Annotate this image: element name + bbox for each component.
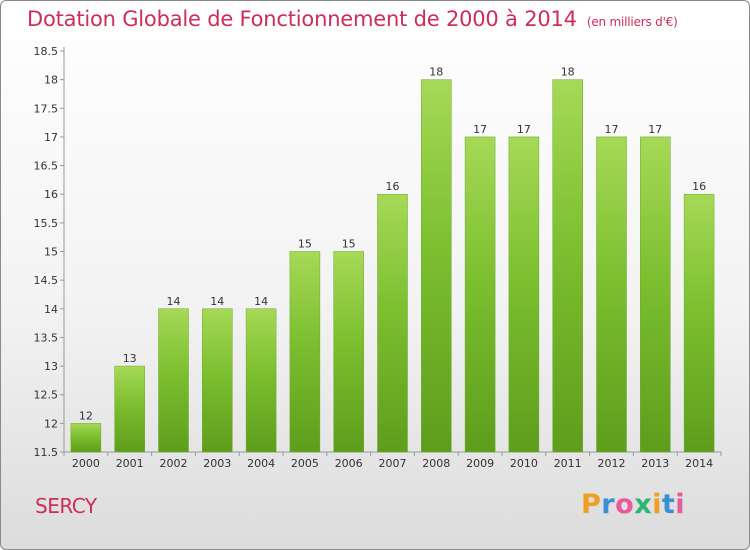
value-label-2004: 14 xyxy=(254,295,268,308)
logo-letter: P xyxy=(581,489,602,520)
logo-letter: i xyxy=(675,489,686,520)
y-tick-label: 14.5 xyxy=(34,274,59,287)
y-tick-label: 13 xyxy=(44,360,58,373)
value-label-2012: 17 xyxy=(605,123,619,136)
x-tick-label-2010: 2010 xyxy=(510,457,538,470)
x-tick-label-2004: 2004 xyxy=(247,457,275,470)
x-tick-label-2000: 2000 xyxy=(72,457,100,470)
y-tick-label: 14 xyxy=(44,303,58,316)
y-tick-label: 18 xyxy=(44,74,58,87)
logo-letter: r xyxy=(601,489,616,520)
logo-letter: o xyxy=(615,489,635,520)
x-tick-label-2005: 2005 xyxy=(291,457,319,470)
y-tick-label: 15 xyxy=(44,246,58,259)
chart-subtitle: (en milliers d'€) xyxy=(586,15,678,29)
logo-letter: x xyxy=(634,489,653,520)
value-label-2011: 18 xyxy=(561,66,575,79)
bar-2014 xyxy=(683,193,715,453)
y-tick-label: 17.5 xyxy=(34,102,59,115)
x-tick-label-2008: 2008 xyxy=(422,457,450,470)
chart-title: Dotation Globale de Fonctionnement de 20… xyxy=(27,7,678,31)
bar-2009 xyxy=(464,136,496,453)
bar-2002 xyxy=(158,308,189,453)
x-tick-label-2009: 2009 xyxy=(466,457,494,470)
bar-2003 xyxy=(202,308,233,453)
chart-labels: 2000 12 2001 13 2002 14 2003 14 2004 14 2005 15 2006… xyxy=(72,66,713,470)
value-label-2002: 14 xyxy=(167,295,181,308)
chart-bars xyxy=(70,79,715,453)
logo-letter: i xyxy=(652,489,662,520)
chart-title-text: Dotation Globale de Fonctionnement de 20… xyxy=(27,7,577,31)
value-label-2003: 14 xyxy=(210,295,224,308)
value-label-2000: 12 xyxy=(79,409,93,422)
x-tick-label-2003: 2003 xyxy=(203,457,231,470)
value-label-2014: 16 xyxy=(692,180,706,193)
bar-2013 xyxy=(640,136,671,453)
y-tick-label: 13.5 xyxy=(34,331,59,344)
y-tick-label: 11.5 xyxy=(34,446,59,459)
y-tick-label: 12.5 xyxy=(34,389,59,402)
x-tick-label-2002: 2002 xyxy=(160,457,188,470)
x-tick-label-2006: 2006 xyxy=(335,457,363,470)
commune-name: SERCY xyxy=(35,494,97,518)
bar-2008 xyxy=(421,79,452,453)
bar-2010 xyxy=(508,136,540,453)
chart-axes: 11.5 12 12.5 13 13.5 14 14.5 15 15.5 16 16.5 17 17.5… xyxy=(34,45,722,459)
bar-2004 xyxy=(245,308,277,453)
bar-2000 xyxy=(70,423,102,453)
value-label-2013: 17 xyxy=(648,123,662,136)
bar-2011 xyxy=(552,79,583,453)
x-tick-label-2001: 2001 xyxy=(116,457,144,470)
x-tick-label-2007: 2007 xyxy=(379,457,407,470)
value-label-2006: 15 xyxy=(342,238,356,251)
y-tick-label: 12 xyxy=(44,417,58,430)
value-label-2001: 13 xyxy=(123,352,137,365)
proxiti-logo: Proxiti xyxy=(581,489,685,520)
y-tick-label: 15.5 xyxy=(34,217,59,230)
x-tick-label-2012: 2012 xyxy=(598,457,626,470)
y-tick-label: 18.5 xyxy=(34,45,59,58)
y-tick-label: 16.5 xyxy=(34,160,59,173)
bar-2001 xyxy=(114,365,145,453)
x-tick-label-2013: 2013 xyxy=(641,457,669,470)
value-label-2007: 16 xyxy=(386,180,400,193)
logo-letter: t xyxy=(661,489,676,520)
y-tick-label: 17 xyxy=(44,131,58,144)
value-label-2005: 15 xyxy=(298,238,312,251)
bar-2007 xyxy=(377,193,408,453)
y-tick-label: 16 xyxy=(44,188,58,201)
value-label-2010: 17 xyxy=(517,123,531,136)
bar-2012 xyxy=(596,136,627,453)
x-tick-label-2014: 2014 xyxy=(685,457,713,470)
value-label-2009: 17 xyxy=(473,123,487,136)
bar-2005 xyxy=(289,251,321,453)
value-label-2008: 18 xyxy=(429,66,443,79)
bar-2006 xyxy=(333,251,364,453)
x-tick-label-2011: 2011 xyxy=(554,457,582,470)
